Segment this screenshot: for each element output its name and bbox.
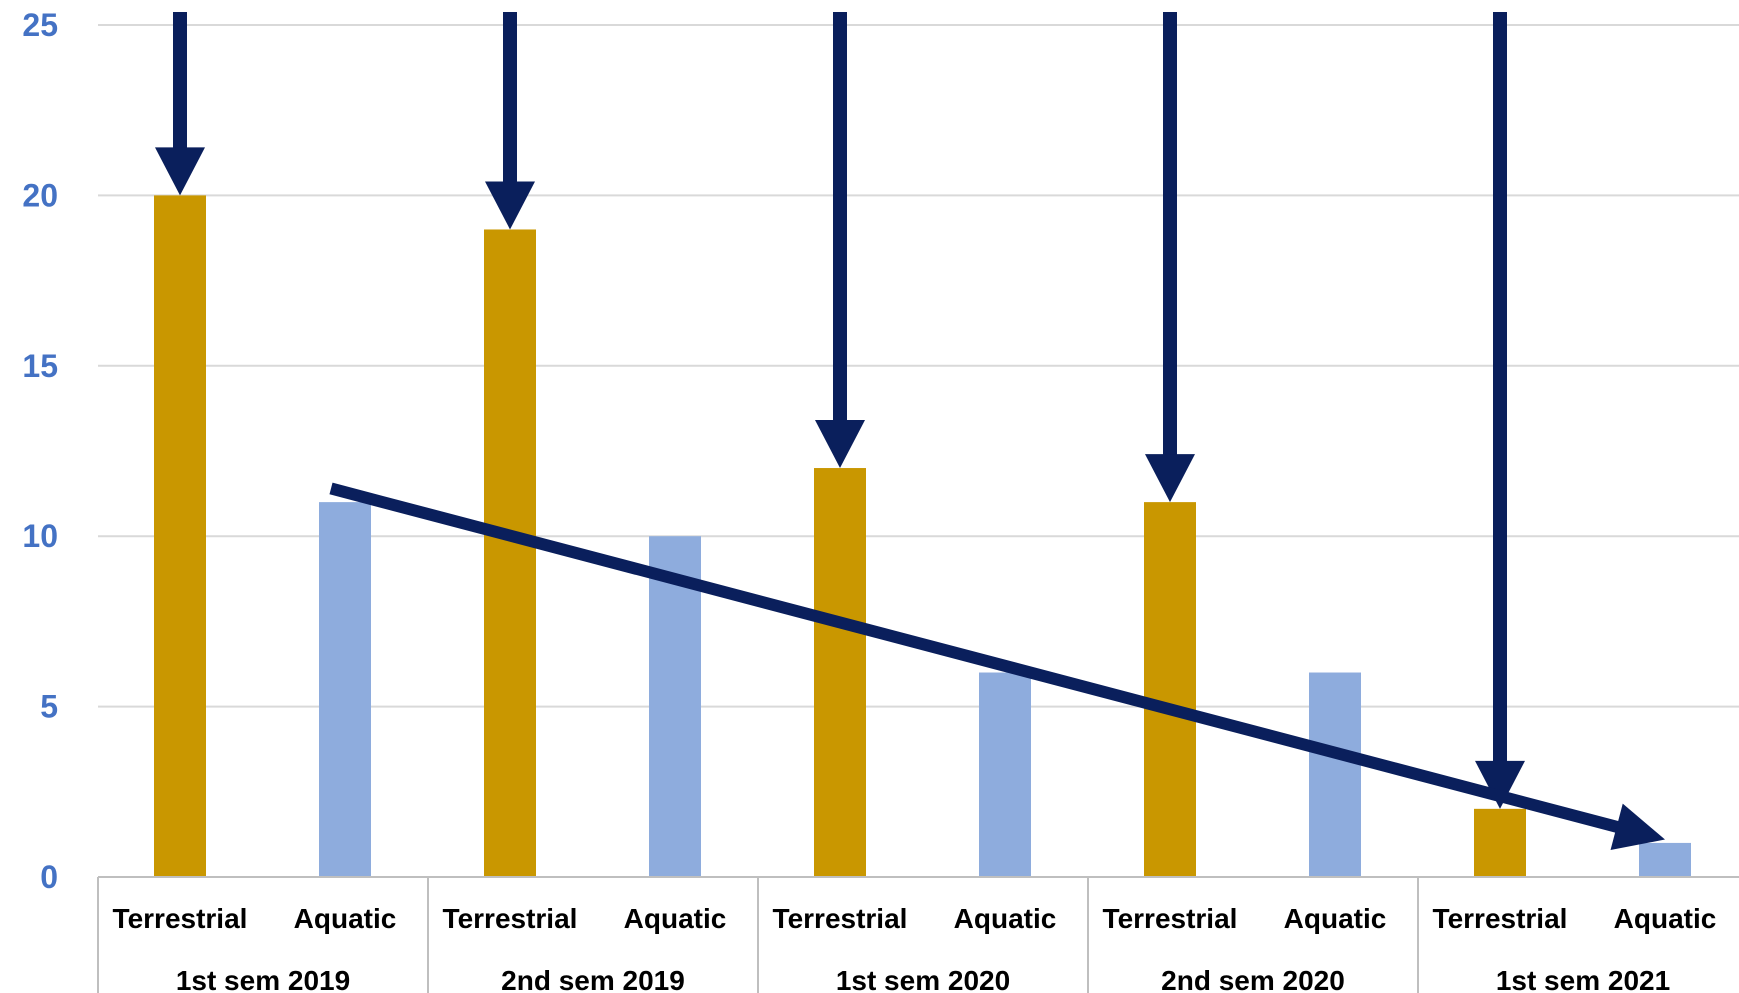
x-group-label: 1st sem 2020 xyxy=(836,965,1010,993)
x-subcategory-label: Terrestrial xyxy=(443,903,578,934)
terrestrial-bar xyxy=(154,195,206,877)
down-arrow xyxy=(815,12,865,469)
aquatic-bar xyxy=(979,672,1031,877)
y-axis-tick-labels: 0 5 10 15 20 25 xyxy=(22,7,58,895)
x-axis: Terrestrial Aquatic 1st sem 2019 Terrestria… xyxy=(97,876,1739,993)
terrestrial-bar xyxy=(1474,808,1526,877)
y-tick-label: 15 xyxy=(22,348,58,384)
x-subcategory-label: Aquatic xyxy=(954,903,1057,934)
x-subcategory-label: Terrestrial xyxy=(113,903,248,934)
terrestrial-bar xyxy=(814,468,866,877)
y-tick-label: 25 xyxy=(22,7,58,43)
gridlines xyxy=(98,24,1739,708)
down-arrow xyxy=(1145,12,1195,503)
x-subcategory-label: Aquatic xyxy=(1284,903,1387,934)
x-subcategory-label: Aquatic xyxy=(1614,903,1717,934)
bars xyxy=(154,195,1691,878)
x-group-label: 2nd sem 2020 xyxy=(1161,965,1345,993)
x-group-label: 1st sem 2019 xyxy=(176,965,350,993)
y-tick-label: 20 xyxy=(22,177,58,213)
y-tick-label: 0 xyxy=(40,859,58,895)
x-group-label: 1st sem 2021 xyxy=(1496,965,1670,993)
y-tick-label: 10 xyxy=(22,518,58,554)
aquatic-bar xyxy=(319,502,371,877)
trend-arrow xyxy=(329,482,1665,850)
aquatic-bar xyxy=(1309,672,1361,877)
y-tick-label: 5 xyxy=(40,689,58,725)
x-subcategory-label: Aquatic xyxy=(294,903,397,934)
x-subcategory-label: Terrestrial xyxy=(773,903,908,934)
annotation-arrows xyxy=(155,12,1665,850)
down-arrow xyxy=(155,12,205,196)
aquatic-bar xyxy=(649,536,701,877)
x-subcategory-label: Aquatic xyxy=(624,903,727,934)
x-subcategory-label: Terrestrial xyxy=(1433,903,1568,934)
down-arrow xyxy=(1475,12,1525,809)
terrestrial-bar xyxy=(484,229,536,878)
x-subcategory-label: Terrestrial xyxy=(1103,903,1238,934)
down-arrow xyxy=(485,12,535,230)
x-group-label: 2nd sem 2019 xyxy=(501,965,685,993)
aquatic-bar xyxy=(1639,842,1691,877)
terrestrial-bar xyxy=(1144,502,1196,877)
